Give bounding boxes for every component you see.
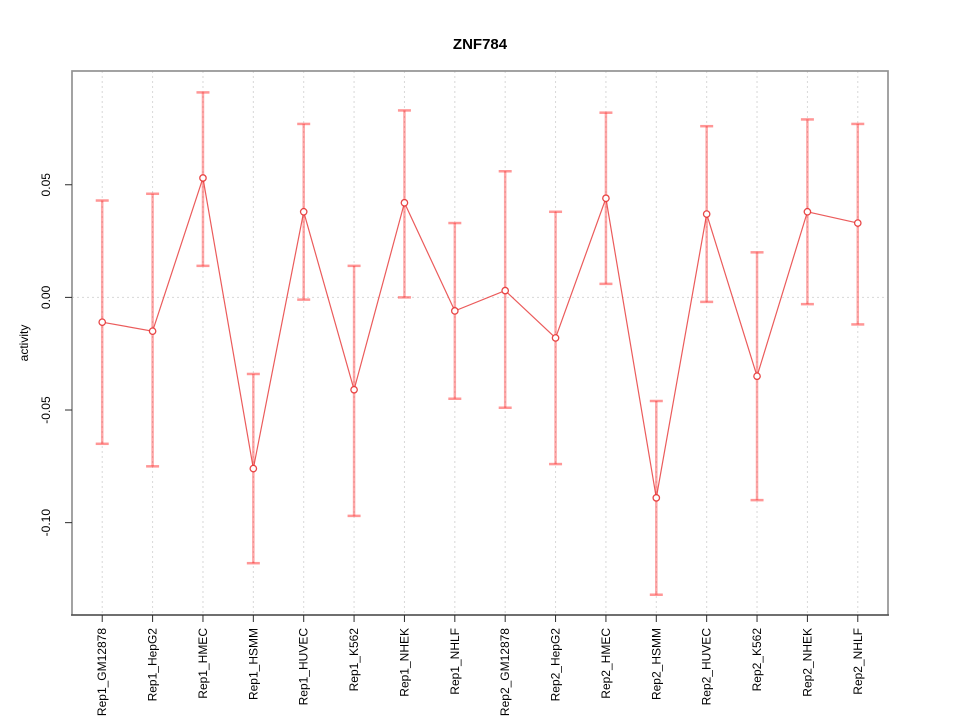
- data-point: [803, 207, 812, 216]
- x-tick-label: Rep2_NHEK: [800, 628, 814, 697]
- x-tick-label: Rep1_HSMM: [246, 628, 260, 700]
- x-tick-label: Rep1_NHLF: [448, 628, 462, 695]
- data-point: [652, 494, 661, 502]
- data-point: [199, 174, 207, 182]
- x-tick-label: Rep2_HepG2: [549, 628, 563, 702]
- data-point: [501, 286, 510, 295]
- y-tick-label: 0.05: [39, 173, 53, 197]
- data-point: [853, 219, 862, 227]
- x-tick-label: Rep2_HSMM: [649, 628, 663, 700]
- x-tick-label: Rep1_HMEC: [196, 628, 210, 699]
- x-tick-label: Rep1_NHEK: [397, 628, 411, 697]
- x-tick-label: Rep2_HMEC: [599, 628, 613, 699]
- data-point: [702, 210, 711, 218]
- y-axis-label: activity: [17, 325, 31, 362]
- y-tick-label: -0.05: [39, 396, 53, 424]
- x-tick-label: Rep2_HUVEC: [700, 628, 714, 706]
- data-point: [299, 207, 308, 216]
- data-point: [148, 327, 157, 336]
- x-tick-label: Rep1_HepG2: [146, 628, 160, 702]
- plot-area: Rep1_GM12878 Rep1_HepG2 Rep1_HMEC Rep1_HSMM…: [39, 70, 889, 716]
- data-point: [551, 334, 560, 342]
- chart-title: ZNF784: [453, 36, 508, 53]
- y-tick-label: 0.00: [39, 285, 53, 309]
- data-point: [602, 194, 610, 203]
- data-point: [753, 372, 761, 381]
- data-point: [350, 385, 358, 394]
- x-tick-label: Rep2_GM12878: [498, 628, 512, 716]
- data-point: [450, 307, 459, 315]
- y-tick-label: -0.10: [39, 509, 53, 537]
- x-tick-label: Rep1_HUVEC: [297, 628, 311, 706]
- x-tick-label: Rep1_GM12878: [95, 628, 109, 716]
- series-line: [102, 177, 858, 498]
- data-point: [400, 198, 409, 207]
- x-tick-label: Rep2_K562: [750, 628, 764, 692]
- data-point: [249, 464, 258, 473]
- x-tick-label: Rep1_K562: [347, 628, 361, 692]
- data-point: [98, 318, 107, 327]
- plot-box: [71, 70, 889, 616]
- x-tick-label: Rep2_NHLF: [851, 628, 865, 695]
